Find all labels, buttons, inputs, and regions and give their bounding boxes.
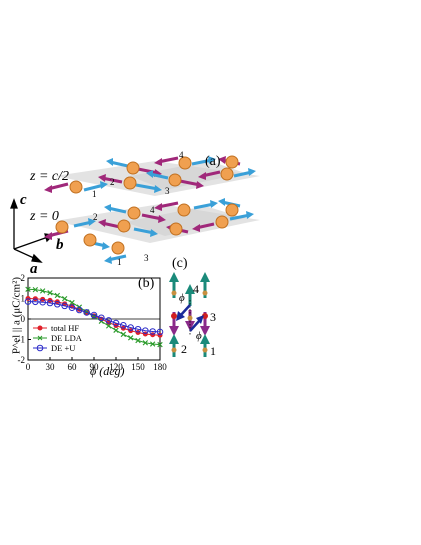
data-point [149,341,156,347]
panel-b-tag: (b) [138,276,155,291]
data-point [62,301,68,307]
bottom-layer-label: z = 0 [30,209,59,224]
y-axis-label: P^el || a (μC/cm²) [10,276,23,356]
top-site-4: 4 [179,150,184,160]
legend-label-2: DE +U [51,343,75,353]
legend-marker [36,344,44,352]
bottom-site-3: 3 [144,253,149,263]
data-point [157,341,163,348]
data-point [32,286,39,293]
x-tick-label: 0 [26,362,31,372]
data-point [98,314,105,322]
data-point [120,331,127,338]
spin-site-4: 4 [193,282,199,296]
y-tick-label: 1 [21,294,26,304]
data-point [156,328,164,336]
data-point [61,296,68,302]
data-point [69,299,75,306]
top-layer-label: z = c/2 [30,169,69,184]
bottom-site-2: 2 [93,212,98,222]
bottom-site-1: 1 [117,257,122,267]
data-point [46,299,54,307]
top-layer-plane-b [130,161,245,190]
axis-b-label: b [56,237,64,253]
x-tick-label: 180 [153,362,167,372]
panel-a-tag: (a) [205,154,221,169]
data-point [105,323,112,329]
data-point [127,335,134,341]
data-point [54,292,61,299]
data-point [90,311,98,319]
data-point [105,317,112,324]
data-point [76,306,83,314]
axis-c-label: c [20,192,27,208]
bottom-layer-ions [44,198,254,264]
data-point [39,298,46,306]
data-point [149,328,156,335]
x-tick-label: 150 [131,362,145,372]
spin-site-1: 1 [210,344,216,358]
data-point [83,309,90,316]
panel-c-tag: (c) [172,256,188,271]
legend-marker [37,325,43,331]
data-point [24,298,32,305]
data-point [142,340,149,346]
data-point [142,327,149,334]
y-axis-label-text: P^el || a (μC/cm²) [10,276,23,355]
y-tick-label: -1 [18,335,26,345]
x-tick-label: 90 [90,362,100,372]
x-tick-label: 30 [46,362,56,372]
legend-label-0: total HF [51,323,79,333]
spin-site-3: 3 [210,310,216,324]
x-tick-label: 120 [109,362,123,372]
data-point [135,337,141,344]
data-point [39,288,46,294]
data-point [113,327,119,333]
data-point [61,302,68,310]
top-site-1: 1 [92,189,97,199]
data-point [134,325,142,333]
y-tick-label: -2 [18,355,26,365]
data-point [25,286,31,292]
y-tick-label: 2 [21,273,26,283]
top-layer-ions [44,155,256,194]
data-point [68,304,76,312]
data-point [112,319,120,327]
spin-site-2: 2 [181,342,187,356]
x-axis-label: ϕ (deg) [90,364,125,378]
axis-a-label: a [30,261,38,277]
data-point [127,324,134,331]
data-point [47,290,53,296]
phi-angle-lower: ϕ [196,330,202,342]
data-point [120,322,127,329]
series-line-2 [27,301,161,333]
bottom-site-4: 4 [150,205,155,215]
x-tick-label: 60 [68,362,78,372]
data-point [54,300,61,308]
top-site-2: 2 [110,177,115,187]
legend-marker [37,335,43,341]
phi-angle-upper: ϕ [179,292,185,304]
top-site-3: 3 [165,186,170,196]
data-point [32,298,39,306]
bottom-layer-plane-b [125,206,245,236]
legend-label-1: DE LDA [51,333,83,343]
y-tick-label: 0 [21,314,26,324]
